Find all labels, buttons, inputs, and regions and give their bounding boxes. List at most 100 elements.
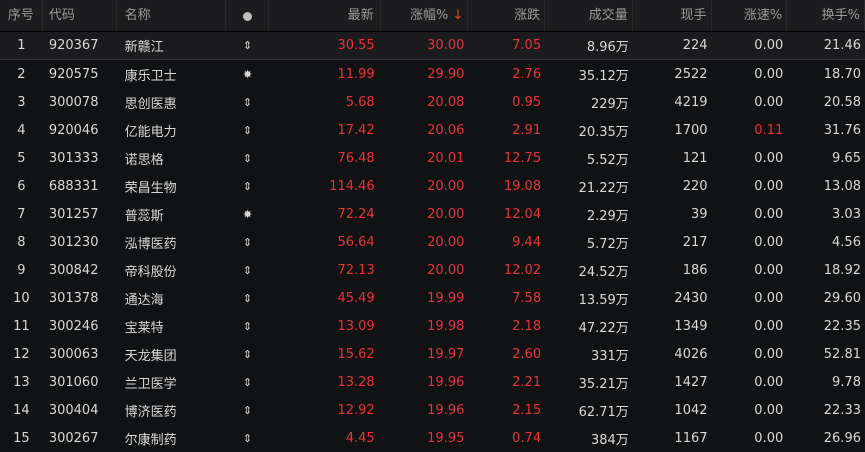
table-row[interactable]: 1 920367 新赣江 ⇕ 30.55 30.00 7.05 8.96万 224 0.00 21.…	[0, 32, 865, 60]
cell-speed: 0.11	[754, 122, 784, 138]
status-icon: ⇕	[243, 235, 253, 249]
cell-volume: 5.72万	[586, 236, 629, 252]
cell-pct: 20.00	[427, 178, 465, 194]
col-pct[interactable]: 涨幅% ↓	[381, 0, 469, 31]
col-seq[interactable]: 序号	[0, 0, 43, 31]
table-row[interactable]: 12 300063 天龙集团 ⇕ 15.62 19.97 2.60 331万 4026 0.00 5…	[0, 340, 865, 368]
cell-speed: 0.00	[754, 430, 784, 446]
cell-turnover: 20.58	[823, 94, 861, 110]
col-price[interactable]: 最新	[269, 0, 381, 31]
cell-price: 76.48	[337, 150, 375, 166]
table-row[interactable]: 4 920046 亿能电力 ⇕ 17.42 20.06 2.91 20.35万 1700 0.11…	[0, 116, 865, 144]
cell-speed: 0.00	[754, 38, 784, 53]
cell-change: 9.44	[512, 234, 542, 250]
dot-icon	[242, 11, 252, 21]
table-row[interactable]: 6 688331 荣昌生物 ⇕ 114.46 20.00 19.08 21.22万 220 0.0…	[0, 172, 865, 200]
cell-turnover: 9.78	[832, 374, 861, 390]
cell-change: 12.75	[503, 150, 542, 166]
cell-last-vol: 39	[690, 206, 708, 222]
cell-last-vol: 1427	[674, 374, 708, 390]
cell-change: 19.08	[503, 178, 542, 194]
cell-volume: 5.52万	[586, 152, 629, 168]
status-icon: ✸	[243, 207, 253, 221]
cell-turnover: 9.65	[832, 150, 861, 166]
cell-price: 12.92	[337, 402, 375, 418]
cell-name: 尔康制药	[124, 432, 177, 448]
col-speed[interactable]: 涨速%	[712, 0, 788, 31]
cell-code: 688331	[48, 178, 99, 194]
table-row[interactable]: 3 300078 思创医惠 ⇕ 5.68 20.08 0.95 229万 4219 0.00 20.…	[0, 88, 865, 116]
cell-turnover: 13.08	[823, 178, 861, 194]
table-row[interactable]: 9 300842 帝科股份 ⇕ 72.13 20.00 12.02 24.52万 186 0.00…	[0, 256, 865, 284]
table-row[interactable]: 11 300246 宝莱特 ⇕ 13.09 19.98 2.18 47.22万 1349 0.00…	[0, 312, 865, 340]
cell-price: 13.28	[337, 374, 375, 390]
table-row[interactable]: 2 920575 康乐卫士 ✸ 11.99 29.90 2.76 35.12万 2522 0.00…	[0, 60, 865, 88]
cell-last-vol: 1167	[674, 430, 708, 446]
cell-change: 2.60	[512, 346, 542, 362]
cell-last-vol: 186	[682, 262, 708, 278]
cell-seq: 6	[17, 178, 26, 194]
cell-volume: 21.22万	[578, 180, 629, 196]
table-row[interactable]: 5 301333 诺思格 ⇕ 76.48 20.01 12.75 5.52万 121 0.00 9.…	[0, 144, 865, 172]
table-row[interactable]: 8 301230 泓博医药 ⇕ 56.64 20.00 9.44 5.72万 217 0.00 4.…	[0, 228, 865, 256]
cell-pct: 20.00	[427, 262, 465, 278]
col-volume[interactable]: 成交量	[545, 0, 633, 31]
cell-volume: 13.59万	[578, 292, 629, 308]
cell-code: 920575	[48, 66, 99, 82]
cell-speed: 0.00	[754, 150, 784, 166]
cell-change: 12.02	[503, 262, 542, 278]
cell-seq: 15	[13, 430, 30, 446]
cell-last-vol: 4026	[674, 346, 708, 362]
cell-code: 300246	[48, 318, 99, 334]
status-icon: ⇕	[243, 375, 253, 389]
status-icon: ⇕	[243, 319, 253, 333]
cell-price: 72.24	[337, 206, 375, 222]
col-change[interactable]: 涨跌	[468, 0, 546, 31]
cell-seq: 9	[17, 262, 26, 278]
col-name[interactable]: 名称	[117, 0, 227, 31]
cell-volume: 331万	[590, 348, 629, 364]
cell-price: 114.46	[329, 178, 375, 194]
cell-seq: 3	[17, 94, 26, 110]
cell-turnover: 52.81	[823, 346, 861, 362]
table-row[interactable]: 13 301060 兰卫医学 ⇕ 13.28 19.96 2.21 35.21万 1427 0.0…	[0, 368, 865, 396]
status-icon: ⇕	[243, 347, 253, 361]
cell-seq: 2	[17, 66, 26, 82]
table-row[interactable]: 14 300404 博济医药 ⇕ 12.92 19.96 2.15 62.71万 1042 0.0…	[0, 396, 865, 424]
cell-turnover: 22.35	[823, 318, 861, 334]
col-code[interactable]: 代码	[43, 0, 117, 31]
cell-price: 17.42	[337, 122, 375, 138]
col-last-vol[interactable]: 现手	[633, 0, 712, 31]
cell-code: 300842	[48, 262, 99, 278]
cell-code: 920367	[48, 38, 99, 53]
status-icon: ⇕	[243, 179, 253, 193]
cell-name: 康乐卫士	[124, 68, 177, 84]
cell-name: 诺思格	[124, 152, 164, 168]
cell-name: 泓博医药	[124, 236, 177, 252]
cell-volume: 35.21万	[578, 376, 629, 392]
cell-speed: 0.00	[754, 346, 784, 362]
cell-code: 301257	[48, 206, 99, 222]
cell-name: 荣昌生物	[124, 180, 177, 196]
cell-speed: 0.00	[754, 318, 784, 334]
cell-pct: 29.90	[427, 66, 465, 82]
table-row[interactable]: 10 301378 通达海 ⇕ 45.49 19.99 7.58 13.59万 2430 0.00…	[0, 284, 865, 312]
cell-change: 7.58	[512, 290, 542, 306]
cell-volume: 24.52万	[578, 264, 629, 280]
cell-volume: 20.35万	[578, 124, 629, 140]
cell-change: 0.74	[512, 430, 542, 446]
col-turnover[interactable]: 换手%	[787, 0, 865, 31]
cell-name: 普蕊斯	[124, 208, 164, 224]
cell-pct: 20.01	[427, 150, 465, 166]
cell-turnover: 21.46	[823, 38, 861, 53]
col-flag[interactable]	[226, 0, 270, 31]
table-row[interactable]: 7 301257 普蕊斯 ✸ 72.24 20.00 12.04 2.29万 39 0.00 3.0…	[0, 200, 865, 228]
table-row[interactable]: 15 300267 尔康制药 ⇕ 4.45 19.95 0.74 384万 1167 0.00 26…	[0, 424, 865, 452]
cell-change: 2.18	[512, 318, 542, 334]
cell-change: 2.21	[512, 374, 542, 390]
cell-volume: 229万	[590, 96, 629, 112]
cell-change: 2.15	[512, 402, 542, 418]
cell-turnover: 18.70	[823, 66, 861, 82]
cell-pct: 19.96	[427, 374, 465, 390]
